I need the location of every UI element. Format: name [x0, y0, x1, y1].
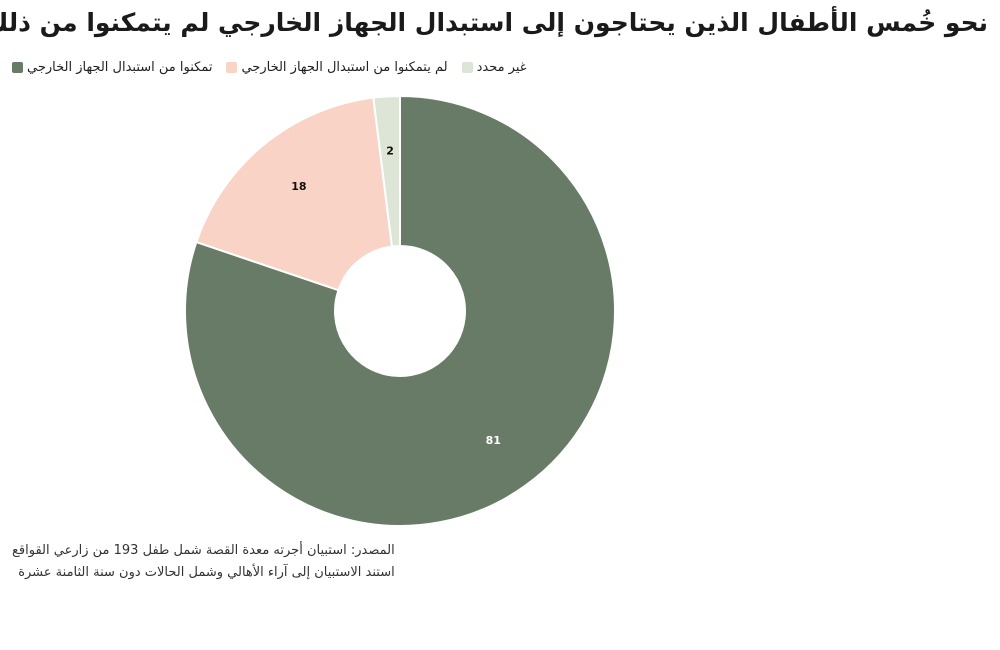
legend-swatch-unspecified [461, 62, 473, 73]
legend-label-replaced: تمكنوا من استبدال الجهاز الخارجي [27, 60, 213, 75]
legend-item-replaced: تمكنوا من استبدال الجهاز الخارجي [12, 60, 212, 75]
legend-swatch-not-replaced [226, 62, 238, 73]
chart-title: نحو خُمس الأطفال الذين يحتاجون إلى استبد… [0, 8, 988, 37]
slice-replaced [184, 94, 616, 527]
slice-label-unspecified: 2 [386, 144, 394, 157]
chart-footer: المصدر: استبيان أجرته معدة القصة شمل طفل… [12, 540, 395, 584]
slice-label-replaced: 81 [486, 434, 501, 447]
slice-unspecified [372, 94, 401, 248]
slice-label-not-replaced: 18 [291, 180, 306, 193]
legend-item-not-replaced: لم يتمكنوا من استبدال الجهاز الخارجي [226, 60, 448, 75]
source-line-1: المصدر: استبيان أجرته معدة القصة شمل طفل… [12, 543, 395, 558]
source-line-2: استند الاستبيان إلى آراء الأهالي وشمل ال… [18, 565, 395, 580]
legend-label-not-replaced: لم يتمكنوا من استبدال الجهاز الخارجي [241, 60, 448, 75]
legend-swatch-replaced [12, 62, 23, 73]
legend-item-unspecified: غير محدد [461, 60, 527, 75]
chart-legend: تمكنوا من استبدال الجهاز الخارجي لم يتمك… [12, 60, 527, 75]
slice-not-replaced [195, 96, 394, 292]
legend-label-unspecified: غير محدد [476, 60, 527, 75]
